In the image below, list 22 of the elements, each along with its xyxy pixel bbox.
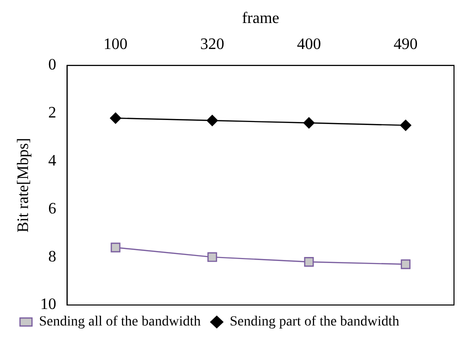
point [110,112,122,124]
point [110,242,120,252]
y-tick-label: 6 [48,200,56,218]
y-tick-label: 0 [48,56,56,74]
x-tick-label: 490 [394,36,418,54]
point [304,257,314,267]
y-tick-label: 2 [48,104,56,122]
y-axis-title: Bit rate[Mbps] [14,138,32,233]
y-tick-label: 10 [40,296,56,314]
point [207,252,218,262]
x-tick-label: 100 [104,36,128,54]
legend-label: Sending all of the bandwidth [39,314,201,330]
x-tick-label: 400 [296,36,321,54]
point [206,114,218,126]
point [400,259,410,270]
legend-label: Sending part of the bandwidth [230,314,400,330]
y-tick-label: 8 [48,248,56,266]
x-axis-title: frame [242,10,280,27]
y-tick-label: 4 [48,152,56,170]
point [400,120,412,131]
point [303,117,315,129]
x-tick-label: 320 [200,36,224,54]
